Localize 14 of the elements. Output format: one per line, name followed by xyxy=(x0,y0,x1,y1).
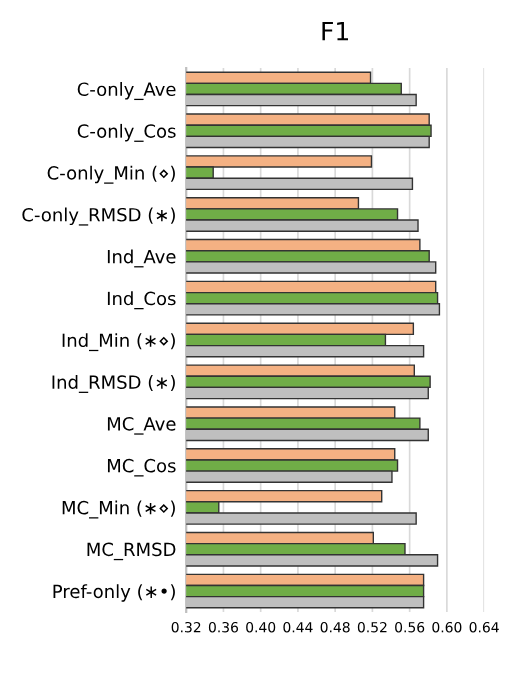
y-tick-label: C-only_RMSD (∗) xyxy=(22,207,175,226)
y-tick-label: MC_Ave xyxy=(107,416,176,435)
y-tick-label: MC_RMSD xyxy=(87,542,176,561)
y-tick-label: Ind_RMSD (∗) xyxy=(52,374,175,393)
y-tick-label: Ind_Min (∗⋄) xyxy=(62,333,175,352)
y-tick-label: C-only_Ave xyxy=(77,82,176,101)
y-tick-label: Ind_Ave xyxy=(107,249,176,268)
y-tick-label: C-only_Min (⋄) xyxy=(47,165,175,184)
y-tick-label: Pref-only (∗•) xyxy=(53,584,175,602)
y-tick-label: Ind_Cos xyxy=(107,291,176,310)
y-tick-label: C-only_Cos xyxy=(77,123,176,142)
chart-title: F1 xyxy=(322,22,348,41)
y-tick-label: MC_Min (∗⋄) xyxy=(62,500,175,519)
y-tick-label: MC_Cos xyxy=(107,458,176,477)
